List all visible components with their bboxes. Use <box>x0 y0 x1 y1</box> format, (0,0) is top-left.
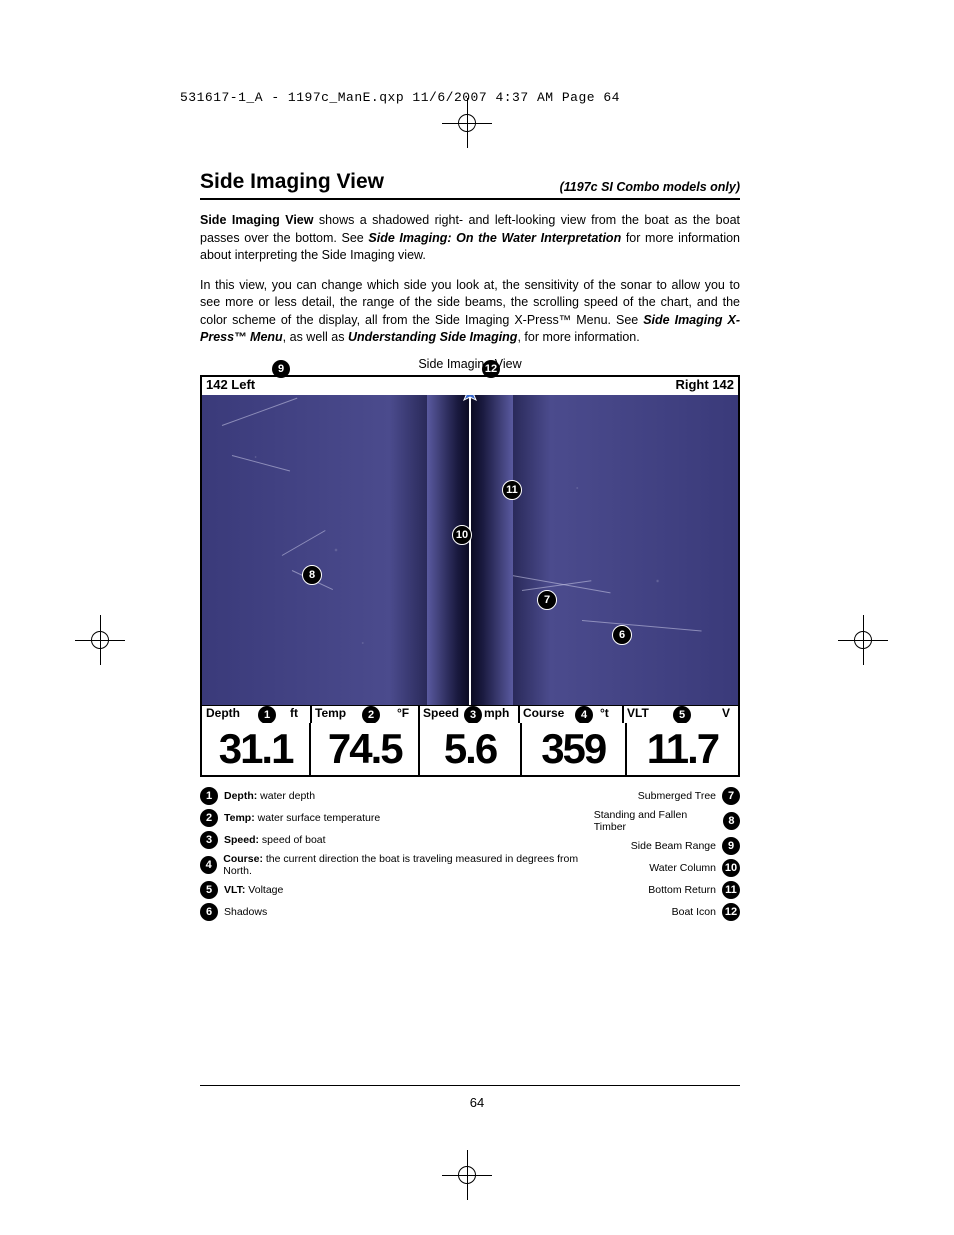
legend-text: Bottom Return <box>648 884 716 896</box>
legend-text: Speed: speed of boat <box>224 834 326 846</box>
legend-text: Submerged Tree <box>638 790 716 802</box>
legend-text: Standing and Fallen Timber <box>594 809 717 833</box>
p2-b: , as well as <box>283 330 348 344</box>
legend-item-10: Water Column 10 <box>594 859 740 877</box>
legend-text: VLT: Voltage <box>224 884 283 896</box>
legend-item-12: Boat Icon 12 <box>594 903 740 921</box>
print-header: 531617-1_A - 1197c_ManE.qxp 11/6/2007 4:… <box>180 90 620 105</box>
callout-badge-10: 10 <box>722 859 740 877</box>
legend-right: Submerged Tree 7 Standing and Fallen Timbe… <box>594 787 740 921</box>
callout-badge-6: 6 <box>612 625 632 645</box>
legend-text: Water Column <box>649 862 716 874</box>
callout-badge-4: 4 <box>200 856 217 874</box>
registration-mark <box>75 615 125 665</box>
paragraph-1: Side Imaging View shows a shadowed right… <box>200 212 740 265</box>
legend: 1 Depth: water depth 2 Temp: water surface … <box>200 787 740 921</box>
sonar-image-area: 6 7 8 10 11 <box>202 395 738 705</box>
callout-badge-9: 9 <box>722 837 740 855</box>
legend-item-3: 3 Speed: speed of boat <box>200 831 594 849</box>
readout-unit-course: °t <box>600 706 609 720</box>
callout-badge-8: 8 <box>723 812 740 830</box>
callout-badge-8: 8 <box>302 565 322 585</box>
callout-badge-10: 10 <box>452 525 472 545</box>
legend-item-7: Submerged Tree 7 <box>594 787 740 805</box>
callout-badge-5: 5 <box>200 881 218 899</box>
legend-text: Depth: water depth <box>224 790 315 802</box>
readout-value-0: 31.1 <box>202 723 309 775</box>
legend-item-4: 4 Course: the current direction the boat … <box>200 853 594 877</box>
readout-separator <box>418 706 420 724</box>
legend-item-5: 5 VLT: Voltage <box>200 881 594 899</box>
page-number: 64 <box>470 1095 484 1110</box>
readout-value-1: 74.5 <box>311 723 418 775</box>
legend-item-6: 6 Shadows <box>200 903 594 921</box>
readout-unit-temp: °F <box>397 706 409 720</box>
sonar-topbar: 142 Left Right 142 912 <box>202 377 738 395</box>
readout-label-bar: Depth 1 ft Temp 2 °F Speed 3mph Course 4 °t VLT 5 V <box>202 705 738 723</box>
legend-item-1: 1 Depth: water depth <box>200 787 594 805</box>
readout-label-vlt: VLT <box>627 706 649 720</box>
range-left-label: 142 Left <box>206 377 255 392</box>
paragraph-2: In this view, you can change which side … <box>200 277 740 347</box>
registration-mark <box>442 1150 492 1200</box>
callout-badge-12: 12 <box>722 903 740 921</box>
footer-rule <box>200 1085 740 1086</box>
section-title: Side Imaging View <box>200 170 384 194</box>
callout-badge-11: 11 <box>502 480 522 500</box>
readout-values: 31.174.55.635911.7 <box>202 723 738 775</box>
legend-item-9: Side Beam Range 9 <box>594 837 740 855</box>
readout-label-course: Course <box>523 706 564 720</box>
callout-badge-3: 3 <box>200 831 218 849</box>
centerline <box>469 395 471 705</box>
readout-value-4: 11.7 <box>627 723 738 775</box>
callout-badge-7: 7 <box>722 787 740 805</box>
readout-label-depth: Depth <box>206 706 240 720</box>
legend-text: Course: the current direction the boat i… <box>223 853 593 877</box>
callout-badge-5: 5 <box>673 706 691 724</box>
callout-badge-11: 11 <box>722 881 740 899</box>
callout-badge-7: 7 <box>537 590 557 610</box>
readout-value-3: 359 <box>522 723 625 775</box>
registration-mark <box>442 98 492 148</box>
legend-text: Shadows <box>224 906 267 918</box>
callout-badge-1: 1 <box>200 787 218 805</box>
callout-badge-12: 12 <box>482 360 500 378</box>
legend-item-8: Standing and Fallen Timber 8 <box>594 809 740 833</box>
boat-icon <box>462 395 478 411</box>
callout-badge-4: 4 <box>575 706 593 724</box>
readout-separator <box>518 706 520 724</box>
readout-unit-depth: ft <box>290 706 298 720</box>
legend-left: 1 Depth: water depth 2 Temp: water surface … <box>200 787 594 921</box>
legend-text: Side Beam Range <box>631 840 716 852</box>
callout-badge-9: 9 <box>272 360 290 378</box>
range-right-label: Right 142 <box>675 377 734 392</box>
p2-c: , for more information. <box>517 330 639 344</box>
readout-value-2: 5.6 <box>420 723 519 775</box>
p1-lead: Side Imaging View <box>200 213 313 227</box>
legend-item-2: 2 Temp: water surface temperature <box>200 809 594 827</box>
p2-ref2: Understanding Side Imaging <box>348 330 517 344</box>
readout-unit-speed: mph <box>484 706 509 720</box>
sonar-screenshot: 142 Left Right 142 912 6 7 8 10 11 Depth 1 ft T… <box>200 375 740 777</box>
readout-label-speed: Speed <box>423 706 459 720</box>
legend-text: Boat Icon <box>672 906 716 918</box>
legend-item-11: Bottom Return 11 <box>594 881 740 899</box>
callout-badge-3: 3 <box>464 706 482 724</box>
readout-separator <box>310 706 312 724</box>
title-row: Side Imaging View (1197c SI Combo models… <box>200 170 740 200</box>
water-column-left <box>427 395 470 705</box>
readout-separator <box>622 706 624 724</box>
callout-badge-6: 6 <box>200 903 218 921</box>
legend-text: Temp: water surface temperature <box>224 812 380 824</box>
page-content: Side Imaging View (1197c SI Combo models… <box>200 170 740 921</box>
readout-unit-vlt: V <box>722 706 730 720</box>
registration-mark <box>838 615 888 665</box>
section-subtitle: (1197c SI Combo models only) <box>560 180 740 194</box>
p1-ref: Side Imaging: On the Water Interpretatio… <box>368 231 621 245</box>
callout-badge-2: 2 <box>200 809 218 827</box>
readout-label-temp: Temp <box>315 706 346 720</box>
callout-badge-1: 1 <box>258 706 276 724</box>
water-column-right <box>470 395 513 705</box>
callout-badge-2: 2 <box>362 706 380 724</box>
